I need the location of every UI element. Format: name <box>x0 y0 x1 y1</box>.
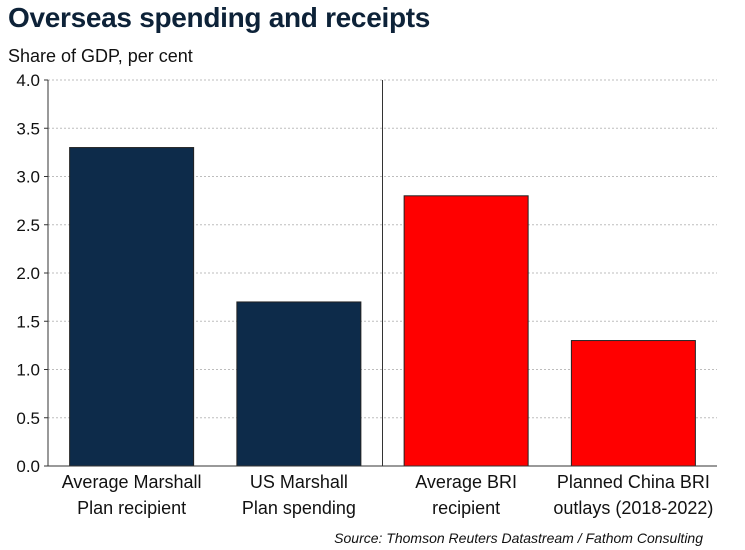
x-tick-label: Average BRI <box>415 472 517 492</box>
source-note: Source: Thomson Reuters Datastream / Fat… <box>334 530 703 546</box>
y-tick-label: 2.5 <box>16 216 40 235</box>
x-tick-label: US Marshall <box>250 472 348 492</box>
bar-1 <box>69 147 195 467</box>
bar-3 <box>403 195 529 467</box>
x-tick-label: recipient <box>432 498 500 518</box>
x-tick-label: Plan recipient <box>77 498 186 518</box>
chart-subtitle: Share of GDP, per cent <box>8 46 193 66</box>
x-tick-label: Plan spending <box>242 498 356 518</box>
bar-2 <box>236 301 362 467</box>
y-tick-label: 2.0 <box>16 264 40 283</box>
x-tick-label: Average Marshall <box>62 472 202 492</box>
y-tick-label: 1.5 <box>16 312 40 331</box>
chart-title: Overseas spending and receipts <box>8 2 431 33</box>
x-tick-label: Planned China BRI <box>557 472 710 492</box>
y-tick-label: 1.0 <box>16 361 40 380</box>
y-tick-label: 3.5 <box>16 119 40 138</box>
bar-4 <box>570 340 696 467</box>
y-tick-label: 0.0 <box>16 457 40 476</box>
y-tick-label: 0.5 <box>16 409 40 428</box>
y-tick-label: 4.0 <box>16 71 40 90</box>
y-tick-label: 3.0 <box>16 168 40 187</box>
x-tick-label: outlays (2018-2022) <box>553 498 713 518</box>
